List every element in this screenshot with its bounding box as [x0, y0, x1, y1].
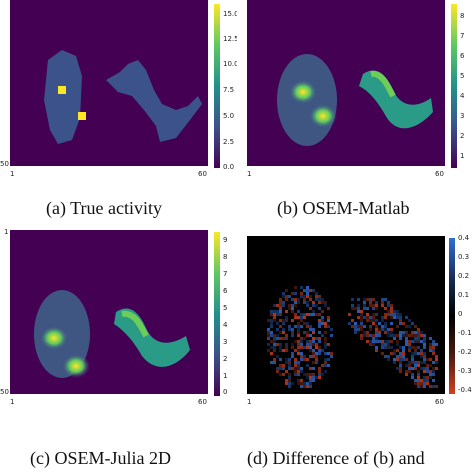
cbar-d-label: -0.3: [458, 367, 472, 375]
cbar-c-label: 8: [223, 253, 228, 261]
cbar-d-label: -0.1: [458, 329, 472, 337]
cbar-d-label: 0.4: [458, 234, 470, 242]
x-tick-right: 60: [198, 170, 207, 178]
cbar-b-label: 6: [460, 52, 465, 60]
colorbar-a: [214, 4, 220, 168]
cbar-b-label: 7: [460, 32, 465, 40]
x-tick-left: 1: [10, 398, 15, 406]
cbar-b-label: 2: [460, 132, 465, 140]
cbar-a-label: 15.0: [223, 10, 237, 18]
true-activity-image: [10, 0, 208, 166]
cbar-a-label: 2.5: [223, 138, 235, 146]
colorbar-d-labels: 0.4 0.3 0.2 0.1 0 -0.1 -0.2 -0.3 -0.4: [458, 234, 474, 404]
colorbar-a-labels: 15.0 12.5 10.0 7.5 5.0 2.5 0.0: [223, 0, 237, 171]
panel-c: 1 50 1 60 9 8 7 6 5 4 3 2 1 0 (c) OSEM-J…: [0, 228, 237, 474]
panel-d: 1 60 0.4 0.3 0.2 0.1 0 -0.1 -0.2 -0.3 -0…: [237, 228, 474, 474]
cbar-a-label: 5.0: [223, 112, 235, 120]
cbar-a-label: 12.5: [223, 35, 237, 43]
colorbar-d: [449, 238, 455, 394]
difference-image: [247, 236, 445, 394]
cbar-c-label: 2: [223, 355, 228, 363]
difference-noise: [267, 286, 438, 388]
panel-b: 1 60 8 7 6 5 4 3 2 1 (b) OSEM-Matlab: [237, 0, 474, 237]
cbar-c-label: 9: [223, 236, 228, 244]
cbar-d-label: 0.1: [458, 291, 470, 299]
colorbar-b: [451, 4, 457, 168]
cbar-d-label: 0.2: [458, 272, 470, 280]
x-tick-right: 60: [198, 398, 207, 406]
cbar-a-label: 10.0: [223, 60, 237, 68]
cbar-c-label: 5: [223, 304, 228, 312]
x-tick-left: 1: [247, 398, 252, 406]
x-tick-left: 1: [10, 170, 15, 178]
x-tick-left: 1: [247, 170, 252, 178]
cbar-d-label: -0.2: [458, 348, 472, 356]
cbar-d-label: 0: [458, 310, 463, 318]
y-tick-top: 1: [4, 228, 9, 236]
cbar-b-label: 5: [460, 72, 465, 80]
panel-a: 50 1 60 15.0 12.5 10.0 7.5 5.0 2.5 0.0 (…: [0, 0, 237, 237]
y-tick-bottom: 50: [0, 160, 9, 168]
cbar-a-label: 7.5: [223, 86, 235, 94]
colorbar-c-labels: 9 8 7 6 5 4 3 2 1 0: [223, 228, 237, 398]
cbar-b-label: 1: [460, 152, 465, 160]
cbar-d-label: -0.4: [458, 386, 472, 394]
caption-c: (c) OSEM-Julia 2D: [30, 448, 171, 468]
cbar-b-label: 8: [460, 12, 465, 20]
colorbar-c: [214, 232, 220, 396]
x-tick-right: 60: [435, 398, 444, 406]
cbar-c-label: 7: [223, 270, 228, 278]
y-tick-bottom: 50: [0, 388, 9, 396]
osem-julia-image: [10, 230, 208, 394]
cbar-c-label: 4: [223, 321, 228, 329]
caption-d: (d) Difference of (b) and: [247, 448, 425, 468]
cbar-c-label: 3: [223, 338, 228, 346]
cbar-a-label: 0.0: [223, 163, 235, 171]
cbar-c-label: 1: [223, 372, 228, 380]
cbar-c-label: 6: [223, 287, 228, 295]
cbar-b-label: 4: [460, 92, 465, 100]
cbar-d-label: 0.3: [458, 253, 470, 261]
cbar-c-label: 0: [223, 388, 228, 396]
osem-matlab-image: [247, 0, 445, 166]
colorbar-b-labels: 8 7 6 5 4 3 2 1: [460, 0, 474, 170]
x-tick-right: 60: [435, 170, 444, 178]
caption-b: (b) OSEM-Matlab: [277, 198, 410, 218]
caption-a: (a) True activity: [46, 198, 162, 218]
cbar-b-label: 3: [460, 112, 465, 120]
